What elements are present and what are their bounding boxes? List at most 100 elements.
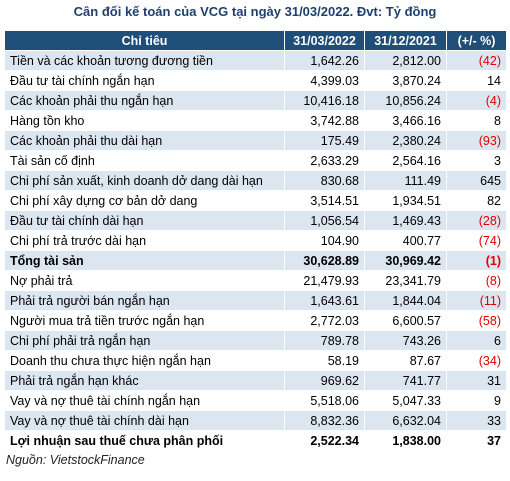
value-cell: (8) — [446, 270, 507, 291]
row-label: Đầu tư tài chính dài hạn — [4, 210, 285, 231]
value-cell: 789.78 — [284, 330, 365, 351]
value-cell: 3,870.24 — [364, 70, 447, 91]
row-label: Phải trả ngắn hạn khác — [4, 370, 285, 391]
table-row: Chi phí sản xuất, kinh doanh dở dang dài… — [4, 170, 507, 191]
value-cell: 743.26 — [364, 330, 447, 351]
value-cell: (11) — [446, 290, 507, 311]
value-cell: 3,742.88 — [284, 110, 365, 131]
header-cell: 31/03/2022 — [284, 30, 365, 51]
row-label: Tiền và các khoản tương đương tiền — [4, 50, 285, 71]
value-cell: 37 — [446, 430, 507, 451]
value-cell: 31 — [446, 370, 507, 391]
value-cell: 4,399.03 — [284, 70, 365, 91]
value-cell: 8 — [446, 110, 507, 131]
value-cell: 2,380.24 — [364, 130, 447, 151]
table-row: Nợ phải trả 21,479.93 23,341.79 (8) — [4, 270, 507, 291]
value-cell: 111.49 — [364, 170, 447, 191]
value-cell: 1,643.61 — [284, 290, 365, 311]
table-row: Vay và nợ thuê tài chính dài hạn 8,832.36… — [4, 410, 507, 431]
table-row: Chi phí trả trước dài hạn 104.90 400.77 (74… — [4, 230, 507, 251]
value-cell: 830.68 — [284, 170, 365, 191]
value-cell: 1,844.04 — [364, 290, 447, 311]
header-row: Chỉ tiêu 31/03/2022 31/12/2021 (+/- %) — [4, 30, 507, 51]
value-cell: 645 — [446, 170, 507, 191]
value-cell: 104.90 — [284, 230, 365, 251]
row-label: Tổng tài sản — [4, 250, 285, 271]
table-row: Đầu tư tài chính dài hạn 1,056.54 1,469.43… — [4, 210, 507, 231]
value-cell: (74) — [446, 230, 507, 251]
row-label: Các khoản phải thu dài hạn — [4, 130, 285, 151]
value-cell: 1,469.43 — [364, 210, 447, 231]
table-row: Chi phí phải trả ngắn hạn 789.78 743.26 6 — [4, 330, 507, 351]
row-label: Phải trả người bán ngắn hạn — [4, 290, 285, 311]
value-cell: 3,514.51 — [284, 190, 365, 211]
table-row: Tổng tài sản 30,628.89 30,969.42 (1) — [4, 250, 507, 271]
table-row: Hàng tồn kho 3,742.88 3,466.16 8 — [4, 110, 507, 131]
value-cell: 2,772.03 — [284, 310, 365, 331]
value-cell: 2,633.29 — [284, 150, 365, 171]
value-cell: 2,522.34 — [284, 430, 365, 451]
value-cell: 33 — [446, 410, 507, 431]
value-cell: (28) — [446, 210, 507, 231]
row-label: Nợ phải trả — [4, 270, 285, 291]
value-cell: (58) — [446, 310, 507, 331]
title: Cân đối kế toán của VCG tại ngày 31/03/2… — [73, 4, 437, 19]
row-label: Chi phí phải trả ngắn hạn — [4, 330, 285, 351]
value-cell: (1) — [446, 250, 507, 271]
table-row: Tiền và các khoản tương đương tiền 1,642.… — [4, 50, 507, 71]
value-cell: 21,479.93 — [284, 270, 365, 291]
value-cell: 58.19 — [284, 350, 365, 371]
value-cell: 30,969.42 — [364, 250, 447, 271]
value-cell: 14 — [446, 70, 507, 91]
value-cell: (4) — [446, 90, 507, 111]
row-label: Doanh thu chưa thực hiện ngắn hạn — [4, 350, 285, 371]
table-row: Doanh thu chưa thực hiện ngắn hạn 58.19 87… — [4, 350, 507, 371]
value-cell: (34) — [446, 350, 507, 371]
value-cell: 6 — [446, 330, 507, 351]
value-cell: 1,934.51 — [364, 190, 447, 211]
value-cell: 10,416.18 — [284, 90, 365, 111]
value-cell: (93) — [446, 130, 507, 151]
value-cell: 6,600.57 — [364, 310, 447, 331]
row-label: Chi phí sản xuất, kinh doanh dở dang dài… — [4, 170, 285, 191]
row-label: Vay và nợ thuê tài chính ngắn hạn — [4, 390, 285, 411]
table-body: Tiền và các khoản tương đương tiền 1,642.… — [4, 50, 507, 451]
value-cell: 9 — [446, 390, 507, 411]
row-label: Lợi nhuận sau thuế chưa phân phối — [4, 430, 285, 451]
value-cell: 1,642.26 — [284, 50, 365, 71]
row-label: Đầu tư tài chính ngắn hạn — [4, 70, 285, 91]
value-cell: 5,518.06 — [284, 390, 365, 411]
row-label: Người mua trả tiền trước ngắn hạn — [4, 310, 285, 331]
row-label: Vay và nợ thuê tài chính dài hạn — [4, 410, 285, 431]
value-cell: 5,047.33 — [364, 390, 447, 411]
table-row: Người mua trả tiền trước ngắn hạn 2,772.0… — [4, 310, 507, 331]
table-row: Phải trả người bán ngắn hạn 1,643.61 1,844… — [4, 290, 507, 311]
table-row: Các khoản phải thu ngắn hạn 10,416.18 10,8… — [4, 90, 507, 111]
value-cell: 1,056.54 — [284, 210, 365, 231]
table-row: Đầu tư tài chính ngắn hạn 4,399.03 3,870.2… — [4, 70, 507, 91]
value-cell: 8,832.36 — [284, 410, 365, 431]
table-row: Phải trả ngắn hạn khác 969.62 741.77 31 — [4, 370, 507, 391]
value-cell: 30,628.89 — [284, 250, 365, 271]
row-label: Các khoản phải thu ngắn hạn — [4, 90, 285, 111]
value-cell: 3 — [446, 150, 507, 171]
value-cell: 87.67 — [364, 350, 447, 371]
table-row: Chi phí xây dựng cơ bản dở dang 3,514.51 1… — [4, 190, 507, 211]
value-cell: 2,812.00 — [364, 50, 447, 71]
header-cell: (+/- %) — [446, 30, 507, 51]
value-cell: 10,856.24 — [364, 90, 447, 111]
value-cell: (42) — [446, 50, 507, 71]
value-cell: 23,341.79 — [364, 270, 447, 291]
value-cell: 6,632.04 — [364, 410, 447, 431]
header-cell: Chỉ tiêu — [4, 30, 285, 51]
value-cell: 400.77 — [364, 230, 447, 251]
value-cell: 3,466.16 — [364, 110, 447, 131]
value-cell: 175.49 — [284, 130, 365, 151]
table-row: Vay và nợ thuê tài chính ngắn hạn 5,518.0… — [4, 390, 507, 411]
row-label: Tài sản cố định — [4, 150, 285, 171]
header-cell: 31/12/2021 — [364, 30, 447, 51]
value-cell: 1,838.00 — [364, 430, 447, 451]
value-cell: 741.77 — [364, 370, 447, 391]
value-cell: 969.62 — [284, 370, 365, 391]
